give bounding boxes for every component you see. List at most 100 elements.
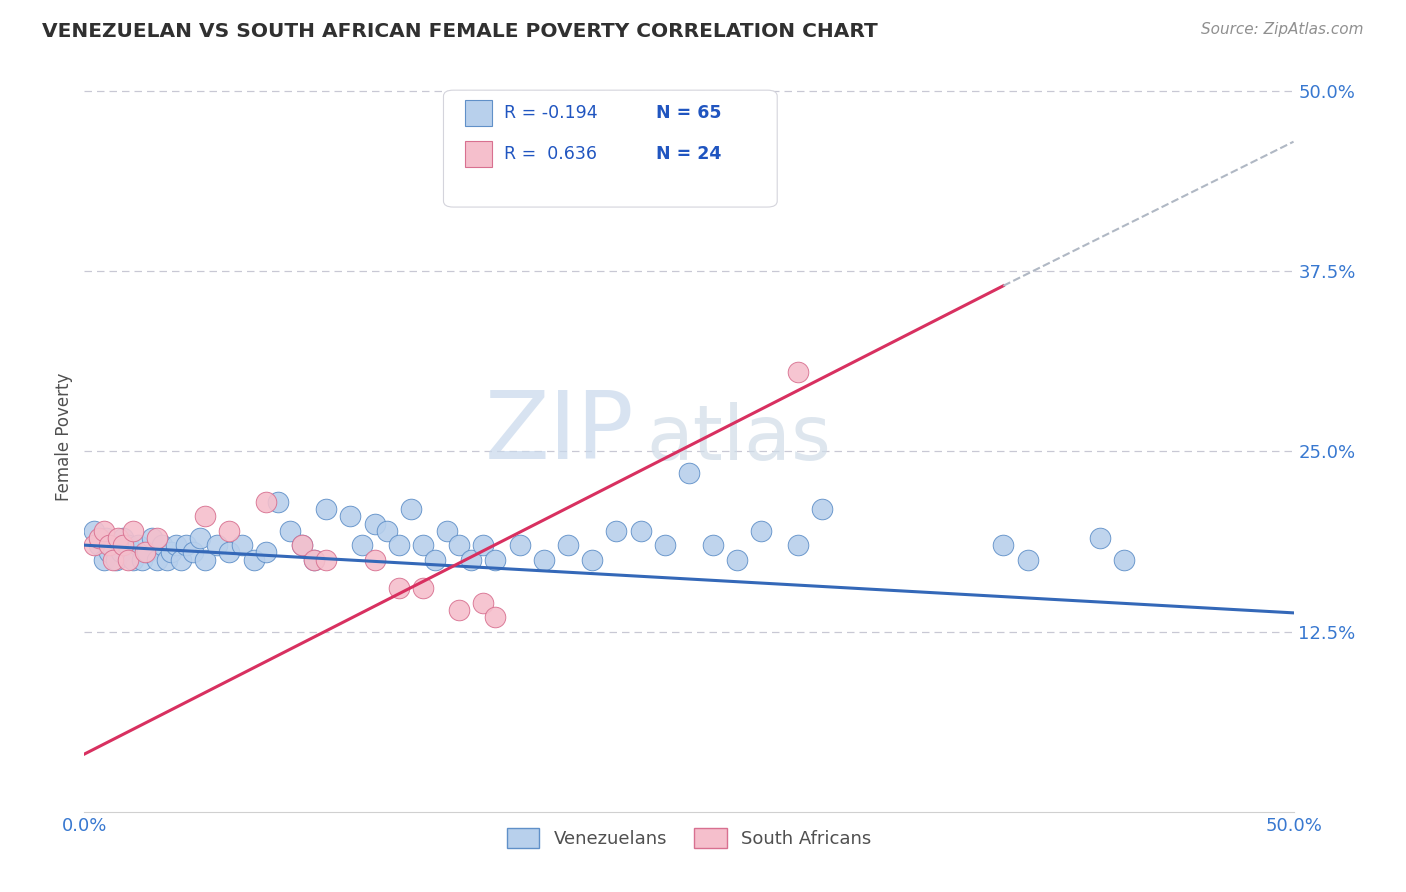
Text: Source: ZipAtlas.com: Source: ZipAtlas.com: [1201, 22, 1364, 37]
Point: [97, 545, 120, 559]
Point: [218, 545, 240, 559]
Point: [581, 552, 603, 566]
Point: [165, 538, 187, 552]
Point: [484, 552, 506, 566]
Point: [1017, 552, 1039, 566]
Point: [278, 524, 301, 538]
Point: [170, 552, 193, 566]
Point: [472, 596, 495, 610]
Point: [291, 538, 314, 552]
Point: [110, 545, 132, 559]
Point: [352, 538, 374, 552]
Point: [725, 552, 748, 566]
Point: [388, 538, 411, 552]
Point: [786, 538, 808, 552]
Point: [315, 552, 337, 566]
Point: [449, 603, 471, 617]
Text: ZIP: ZIP: [485, 387, 634, 479]
Point: [83, 538, 105, 552]
Point: [315, 502, 337, 516]
Point: [254, 495, 277, 509]
Point: [134, 545, 156, 559]
Point: [181, 545, 204, 559]
Point: [93, 524, 115, 538]
Text: R =  0.636: R = 0.636: [503, 145, 598, 163]
Point: [160, 545, 183, 559]
Point: [194, 552, 217, 566]
Point: [291, 538, 314, 552]
Point: [254, 545, 277, 559]
Point: [388, 582, 411, 596]
Point: [399, 502, 422, 516]
Point: [104, 552, 127, 566]
Point: [146, 552, 169, 566]
Point: [127, 538, 149, 552]
Point: [267, 495, 290, 509]
Point: [630, 524, 652, 538]
Point: [436, 524, 458, 538]
Point: [112, 531, 135, 545]
Point: [605, 524, 627, 538]
Point: [786, 365, 808, 379]
Point: [484, 610, 506, 624]
Text: atlas: atlas: [647, 402, 831, 476]
Point: [412, 538, 434, 552]
Point: [654, 538, 676, 552]
Point: [472, 538, 495, 552]
Point: [83, 524, 105, 538]
Point: [412, 582, 434, 596]
Point: [1114, 552, 1136, 566]
Point: [218, 524, 240, 538]
Point: [131, 552, 153, 566]
Point: [100, 538, 122, 552]
Point: [363, 516, 385, 531]
Point: [87, 538, 110, 552]
Point: [107, 531, 129, 545]
Point: [194, 509, 217, 524]
Point: [460, 552, 482, 566]
Point: [811, 502, 834, 516]
Text: N = 24: N = 24: [657, 145, 721, 163]
Point: [423, 552, 446, 566]
Y-axis label: Female Poverty: Female Poverty: [55, 373, 73, 501]
Text: R = -0.194: R = -0.194: [503, 104, 598, 122]
Point: [509, 538, 531, 552]
Point: [93, 552, 115, 566]
Point: [121, 552, 143, 566]
FancyBboxPatch shape: [465, 141, 492, 168]
Point: [557, 538, 579, 552]
Point: [97, 538, 120, 552]
Point: [87, 531, 110, 545]
Point: [121, 524, 143, 538]
Point: [339, 509, 361, 524]
Point: [1088, 531, 1111, 545]
Point: [155, 552, 177, 566]
Point: [231, 538, 253, 552]
Point: [117, 538, 139, 552]
FancyBboxPatch shape: [465, 100, 492, 126]
Point: [136, 545, 159, 559]
Point: [117, 552, 139, 566]
Point: [141, 531, 163, 545]
Point: [678, 466, 700, 480]
Text: VENEZUELAN VS SOUTH AFRICAN FEMALE POVERTY CORRELATION CHART: VENEZUELAN VS SOUTH AFRICAN FEMALE POVER…: [42, 22, 877, 41]
Point: [174, 538, 197, 552]
Point: [94, 531, 117, 545]
Point: [302, 552, 325, 566]
Point: [449, 538, 471, 552]
Point: [190, 531, 212, 545]
Point: [146, 531, 169, 545]
Point: [702, 538, 724, 552]
Legend: Venezuelans, South Africans: Venezuelans, South Africans: [499, 821, 879, 855]
Point: [751, 524, 773, 538]
Point: [207, 538, 229, 552]
Point: [242, 552, 264, 566]
Point: [302, 552, 325, 566]
Text: N = 65: N = 65: [657, 104, 721, 122]
Point: [533, 552, 555, 566]
Point: [150, 538, 173, 552]
Point: [112, 538, 135, 552]
Point: [375, 524, 398, 538]
Point: [993, 538, 1015, 552]
FancyBboxPatch shape: [443, 90, 778, 207]
